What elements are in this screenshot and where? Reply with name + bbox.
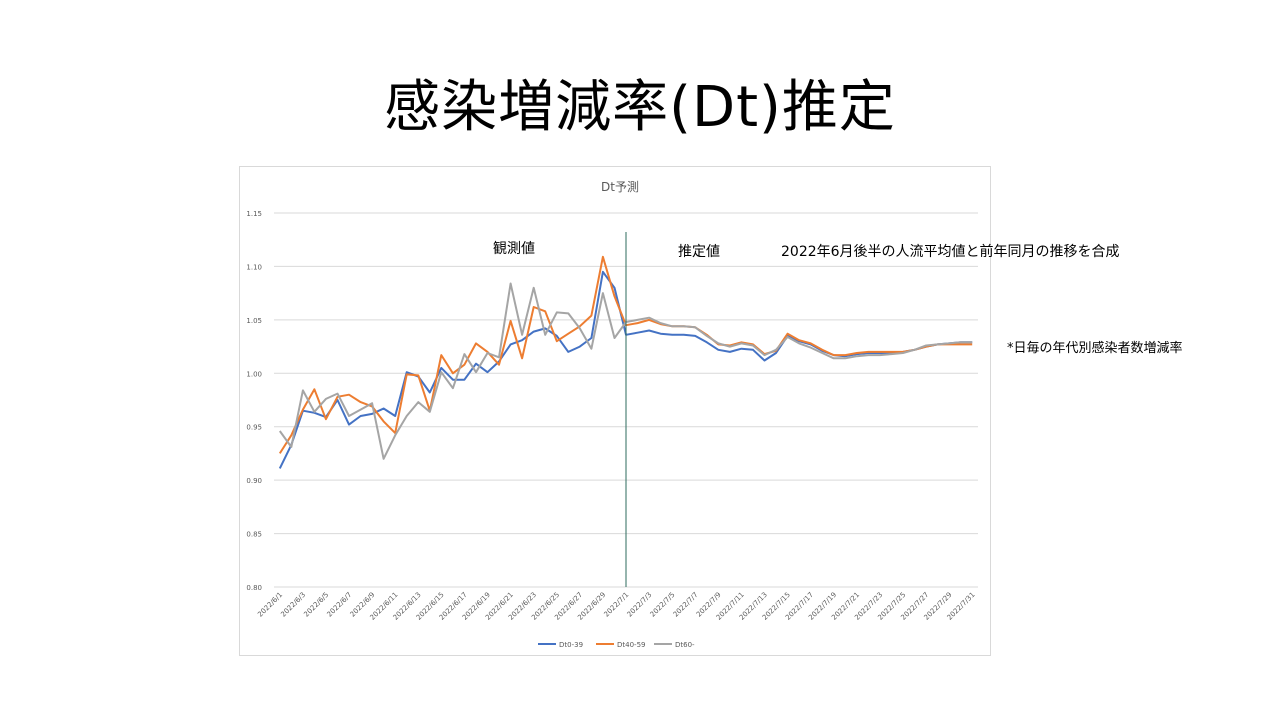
legend-label: Dt40-59 <box>617 641 645 649</box>
line-chart: Dt予測 0.80 0.85 0.90 0.95 1.00 1.05 1.10 1.15 20… <box>246 180 978 649</box>
side-note: *日毎の年代別感染者数増減率 <box>1007 341 1183 356</box>
x-axis: 2022/6/12022/6/32022/6/52022/6/72022/6/9… <box>256 591 976 622</box>
y-tick-label: 1.15 <box>246 210 262 218</box>
observed-label: 観測値 <box>493 241 535 257</box>
y-tick-label: 1.10 <box>246 263 262 271</box>
estimated-label: 推定値 <box>678 244 720 260</box>
y-tick-label: 1.00 <box>246 370 262 378</box>
y-tick-label: 0.85 <box>246 531 262 539</box>
method-note: 2022年6月後半の人流平均値と前年同月の推移を合成 <box>781 244 1120 260</box>
chart-legend: Dt0-39 Dt40-59 Dt60- <box>538 641 695 649</box>
slide-title: 感染増減率(Dt)推定 <box>384 75 896 140</box>
y-tick-label: 1.05 <box>246 317 262 325</box>
y-tick-label: 0.95 <box>246 424 262 432</box>
legend-label: Dt60- <box>675 641 695 649</box>
legend-label: Dt0-39 <box>559 641 583 649</box>
y-tick-label: 0.90 <box>246 477 262 485</box>
chart-title: Dt予測 <box>601 180 639 194</box>
y-axis: 0.80 0.85 0.90 0.95 1.00 1.05 1.10 1.15 <box>246 210 262 592</box>
chart-frame: Dt予測 0.80 0.85 0.90 0.95 1.00 1.05 1.10 1.15 20… <box>239 166 991 656</box>
y-tick-label: 0.80 <box>246 584 262 592</box>
